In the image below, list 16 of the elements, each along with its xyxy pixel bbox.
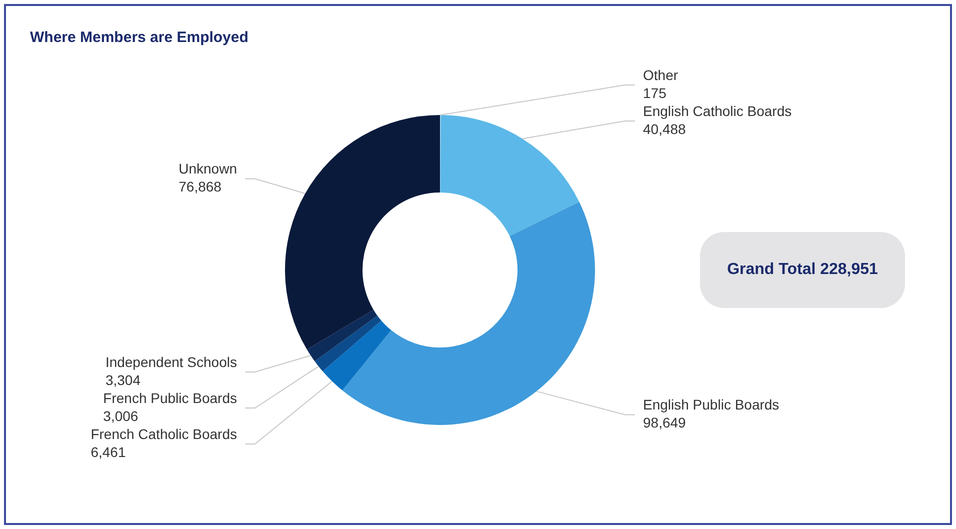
slice-label: English Catholic Boards	[643, 102, 792, 119]
data-label: 3,006	[103, 408, 138, 424]
data-label: 40,488	[643, 120, 686, 137]
slice-label: French Public Boards	[103, 390, 237, 406]
chart-title: Where Members are Employed	[30, 29, 248, 46]
slice-label: Unknown	[178, 160, 237, 177]
data-label: 98,649	[643, 414, 686, 431]
data-label: 76,868	[178, 178, 222, 195]
slice-label: French Catholic Boards	[90, 426, 237, 442]
data-label: 175	[643, 84, 667, 101]
slice-label: Other	[643, 66, 678, 83]
slice-label: Independent Schools	[105, 354, 237, 370]
slice-label: English Public Boards	[643, 396, 780, 413]
data-label: 3,304	[105, 372, 141, 388]
data-label: 6,461	[90, 444, 126, 460]
text: Grand Total 228,951	[700, 232, 905, 308]
